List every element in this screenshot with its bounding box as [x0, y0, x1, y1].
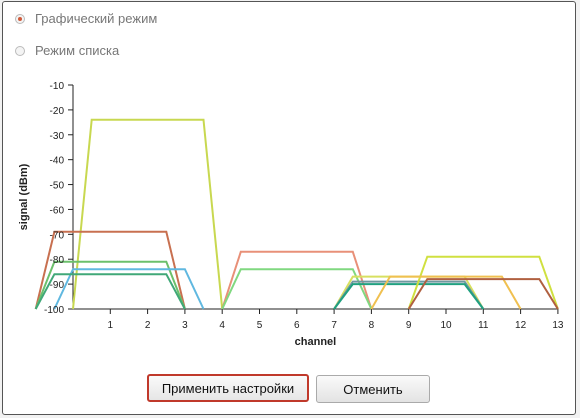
x-axis-label: channel — [295, 336, 337, 348]
x-tick-label: 5 — [257, 320, 263, 331]
graphic-mode-option[interactable]: Графический режим — [15, 11, 157, 26]
y-tick-label: -60 — [50, 205, 65, 216]
chart-series — [34, 118, 559, 310]
list-mode-option[interactable]: Режим списка — [15, 43, 119, 58]
x-tick-label: 6 — [294, 320, 300, 331]
y-tick-label: -10 — [50, 81, 65, 92]
x-tick-label: 7 — [331, 320, 337, 331]
y-tick-label: -70 — [50, 230, 65, 241]
y-tick-label: -50 — [50, 181, 65, 192]
signal-trace — [34, 230, 186, 310]
x-tick-label: 2 — [145, 320, 151, 331]
x-tick-label: 9 — [406, 320, 412, 331]
y-tick-label: -40 — [50, 156, 65, 167]
y-axis-label: signal (dBm) — [18, 163, 30, 230]
signal-trace — [370, 275, 522, 310]
x-tick-label: 8 — [369, 320, 375, 331]
chart-axes — [68, 84, 559, 314]
y-tick-label: -80 — [50, 255, 65, 266]
y-tick-label: -20 — [50, 106, 65, 117]
x-tick-label: 4 — [219, 320, 225, 331]
signal-trace — [333, 283, 485, 310]
signal-trace — [407, 278, 559, 310]
y-tick-label: -100 — [44, 305, 64, 316]
x-tick-label: 1 — [108, 320, 114, 331]
signal-trace — [34, 260, 186, 310]
signal-trace — [221, 268, 373, 310]
graphic-mode-radio[interactable] — [15, 13, 25, 24]
x-tick-label: 11 — [478, 320, 489, 331]
apply-settings-button[interactable]: Применить настройки — [147, 374, 309, 402]
graphic-mode-label: Графический режим — [35, 11, 158, 26]
list-mode-label: Режим списка — [35, 43, 120, 58]
signal-trace — [333, 280, 485, 310]
signal-trace — [53, 268, 205, 310]
x-tick-label: 12 — [515, 320, 527, 331]
x-tick-label: 10 — [440, 320, 452, 331]
cancel-button[interactable]: Отменить — [316, 375, 430, 403]
x-tick-label: 13 — [552, 320, 564, 331]
y-tick-label: -30 — [50, 131, 65, 142]
x-tick-label: 3 — [182, 320, 188, 331]
signal-trace — [221, 250, 373, 310]
list-mode-radio[interactable] — [15, 45, 25, 56]
signal-trace — [34, 273, 186, 310]
signal-trace — [407, 255, 559, 310]
y-tick-label: -90 — [50, 280, 65, 291]
signal-trace — [72, 118, 224, 310]
